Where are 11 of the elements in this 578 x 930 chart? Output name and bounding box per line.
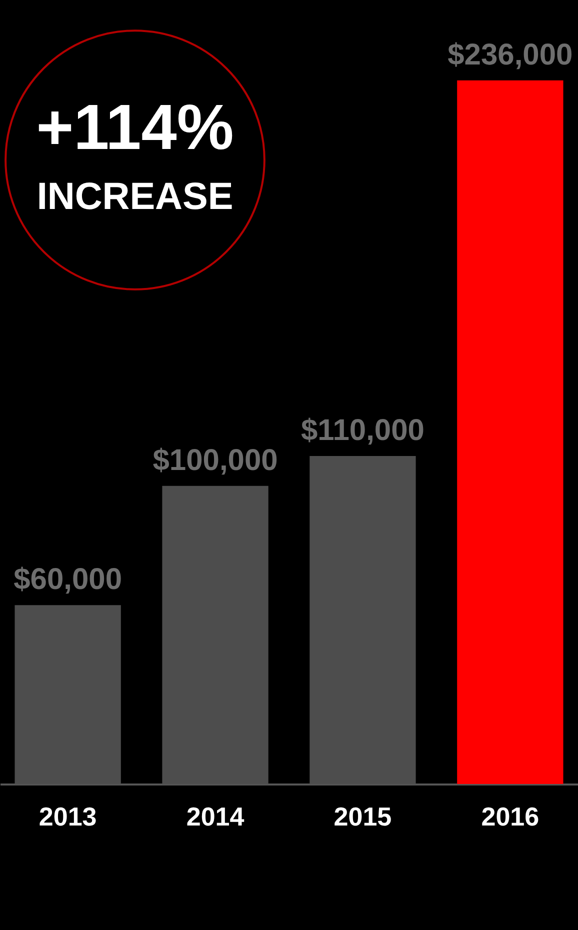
x-tick-label: 2015 (334, 802, 392, 832)
x-tick-label: 2016 (481, 802, 540, 832)
annotation: +114% (36, 91, 234, 163)
bar (457, 80, 564, 784)
data-label: $100,000 (152, 444, 278, 477)
x-tick-label: 2014 (186, 802, 245, 832)
data-label: $60,000 (14, 563, 122, 596)
data-label: $110,000 (300, 414, 424, 448)
annotation: INCREASE (36, 176, 234, 218)
data-label: $236,000 (448, 38, 573, 72)
x-tick-label: 2013 (38, 802, 97, 832)
